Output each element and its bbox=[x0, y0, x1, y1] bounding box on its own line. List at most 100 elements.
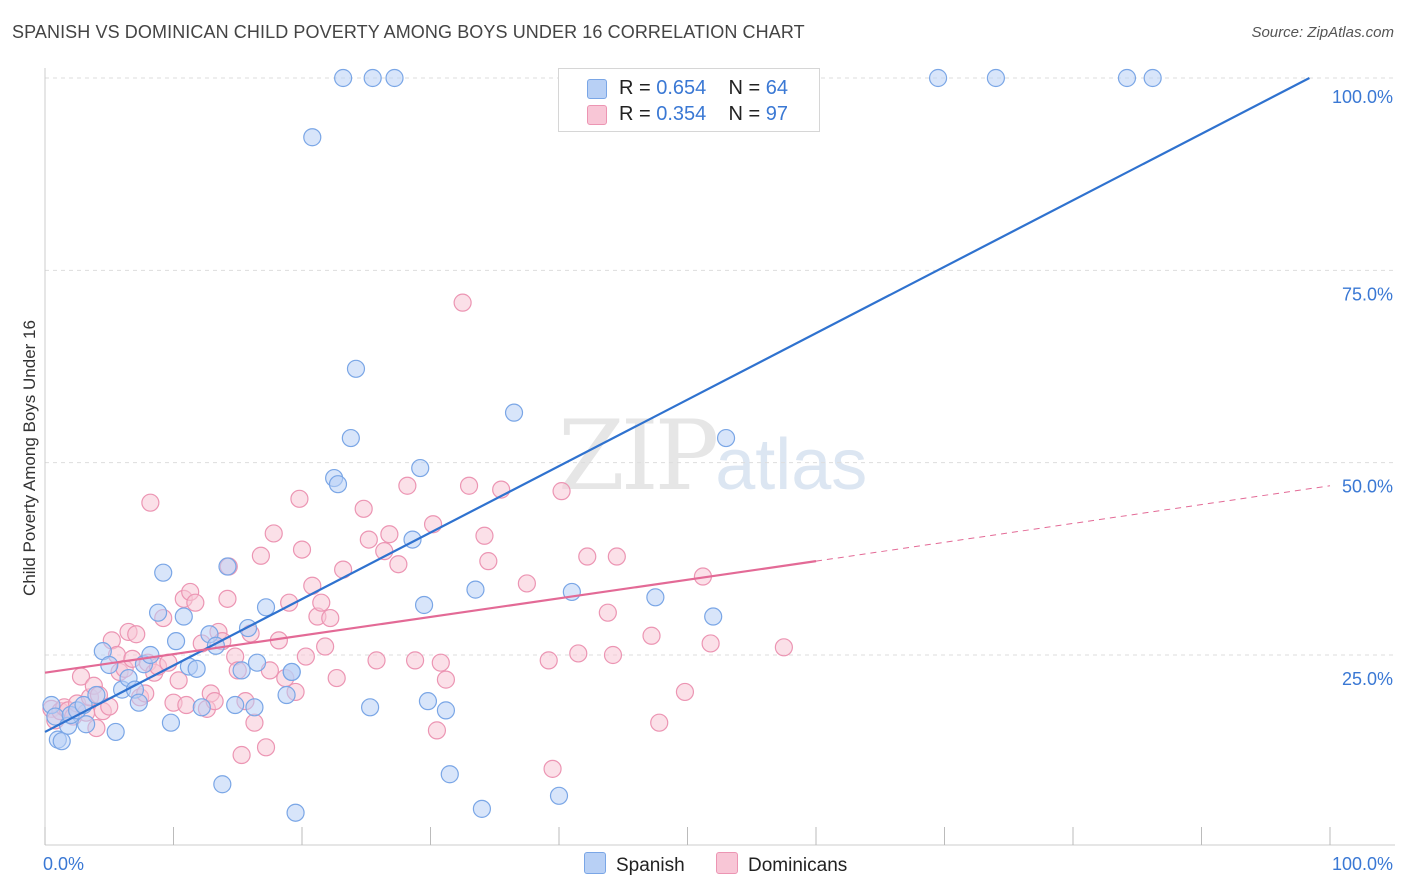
dominicans-point bbox=[186, 593, 205, 612]
spanish-point bbox=[148, 603, 168, 622]
dominicans-point bbox=[327, 668, 346, 688]
chart-title: SPANISH VS DOMINICAN CHILD POVERTY AMONG… bbox=[12, 22, 805, 42]
spanish-point bbox=[247, 653, 267, 672]
spanish-points bbox=[42, 68, 1162, 822]
spanish-point bbox=[77, 715, 96, 734]
x-tick-label: 0.0% bbox=[43, 854, 84, 874]
dominicans-point bbox=[650, 713, 669, 732]
dominicans-point bbox=[431, 653, 450, 672]
spanish-point bbox=[716, 428, 736, 448]
spanish-n-value: 64 bbox=[765, 77, 789, 99]
spanish-point bbox=[361, 698, 380, 717]
spanish-point bbox=[363, 68, 382, 88]
dominicans-point bbox=[380, 525, 399, 544]
dominicans-point bbox=[290, 489, 309, 508]
dominicans-trend-line bbox=[44, 560, 817, 674]
dominicans-point bbox=[459, 476, 479, 495]
y-axis-label: Child Poverty Among Boys Under 16 bbox=[20, 320, 39, 596]
spanish-point bbox=[277, 685, 296, 705]
y-tick-label: 75.0% bbox=[1342, 284, 1393, 304]
spanish-point bbox=[226, 695, 245, 715]
dominicans-point bbox=[245, 713, 264, 732]
spanish-swatch bbox=[587, 79, 607, 99]
dominicans-point bbox=[127, 625, 146, 644]
dominicans-point bbox=[543, 759, 562, 778]
dominicans-r-label: R = bbox=[619, 103, 651, 125]
correlation-legend: R = 0.654 N = 64 R = 0.354 N = 97 bbox=[558, 68, 820, 132]
spanish-point bbox=[472, 799, 491, 818]
spanish-point bbox=[504, 403, 524, 422]
dominicans-point bbox=[169, 671, 188, 690]
spanish-point bbox=[161, 713, 181, 732]
dominicans-point bbox=[774, 638, 793, 657]
dominicans-point bbox=[296, 647, 315, 666]
dominicans-point bbox=[701, 634, 720, 653]
dominicans-point bbox=[552, 482, 571, 501]
spanish-point bbox=[986, 68, 1006, 88]
spanish-trend-line bbox=[44, 77, 1310, 733]
spanish-point bbox=[646, 588, 665, 607]
spanish-point bbox=[286, 803, 305, 822]
dominicans-point bbox=[218, 589, 237, 608]
spanish-r-value: 0.654 bbox=[656, 77, 707, 99]
dominicans-point bbox=[675, 682, 695, 702]
bottom-spanish-swatch bbox=[584, 852, 606, 874]
trend-lines bbox=[44, 77, 1331, 733]
dominicans-point bbox=[256, 738, 276, 757]
watermark: ZIPatlas bbox=[558, 400, 867, 512]
spanish-point bbox=[418, 692, 438, 711]
spanish-point bbox=[334, 68, 353, 88]
axes bbox=[44, 68, 1395, 846]
spanish-point bbox=[1143, 68, 1162, 88]
spanish-point bbox=[141, 645, 160, 665]
dominicans-point bbox=[251, 546, 270, 565]
spanish-point bbox=[549, 786, 569, 805]
dominicans-point bbox=[405, 651, 425, 670]
y-tick-label: 50.0% bbox=[1342, 477, 1393, 497]
dominicans-point bbox=[475, 526, 494, 545]
spanish-point bbox=[411, 458, 430, 478]
y-tick-label: 100.0% bbox=[1332, 87, 1393, 107]
dominicans-point bbox=[607, 547, 626, 566]
dominicans-point bbox=[427, 721, 447, 740]
watermark-atlas: atlas bbox=[715, 425, 868, 505]
bottom-dominicans-label: Dominicans bbox=[748, 855, 848, 876]
bottom-legend-spanish: Spanish bbox=[584, 852, 685, 877]
dominicans-point bbox=[578, 547, 597, 566]
dominicans-r-value: 0.354 bbox=[656, 103, 707, 125]
dominicans-point bbox=[539, 651, 558, 670]
dominicans-point bbox=[359, 530, 378, 549]
dominicans-point bbox=[389, 555, 408, 574]
spanish-point bbox=[213, 775, 232, 794]
spanish-point bbox=[440, 765, 459, 784]
source-label: Source: ZipAtlas.com bbox=[1251, 24, 1394, 41]
dominicans-trend-extension bbox=[815, 485, 1331, 562]
dominicans-point bbox=[603, 645, 623, 665]
dominicans-point bbox=[316, 637, 335, 656]
spanish-point bbox=[187, 659, 206, 678]
spanish-point bbox=[52, 732, 71, 751]
dominicans-swatch bbox=[587, 105, 607, 125]
spanish-point bbox=[1117, 68, 1137, 88]
spanish-point bbox=[436, 701, 456, 720]
dominicans-point bbox=[569, 644, 588, 663]
dominicans-point bbox=[479, 552, 498, 571]
spanish-point bbox=[106, 722, 125, 742]
spanish-point bbox=[385, 68, 404, 88]
spanish-point bbox=[704, 607, 723, 626]
gridlines bbox=[45, 77, 1395, 656]
bottom-spanish-label: Spanish bbox=[616, 855, 685, 876]
dominicans-point bbox=[321, 608, 340, 628]
dominicans-point bbox=[517, 574, 536, 593]
spanish-point bbox=[232, 661, 251, 680]
spanish-point bbox=[166, 632, 186, 651]
spanish-point bbox=[303, 128, 322, 147]
x-tick-label: 100.0% bbox=[1332, 854, 1393, 874]
y-tick-label: 25.0% bbox=[1342, 669, 1393, 689]
tick-labels: 25.0% 50.0% 75.0% 100.0% 0.0% 100.0% bbox=[43, 87, 1393, 874]
spanish-point bbox=[466, 580, 485, 599]
spanish-point bbox=[154, 563, 173, 582]
dominicans-n-label: N = bbox=[728, 103, 761, 125]
spanish-n-label: N = bbox=[728, 77, 761, 99]
dominicans-point bbox=[264, 524, 283, 543]
